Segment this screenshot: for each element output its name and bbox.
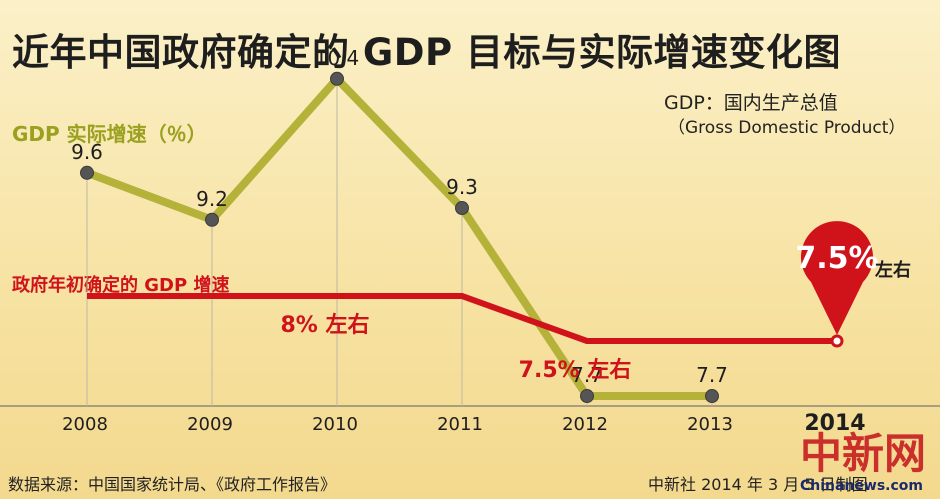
- x-tick-2012: 2012: [562, 414, 608, 435]
- value-label-2010: 10.4: [315, 46, 360, 70]
- point-actual-2010: [330, 71, 344, 86]
- value-label-2012: 7.7: [571, 363, 603, 387]
- series-label-actual: GDP 实际增速（％）: [12, 122, 207, 146]
- point-actual-2013: [705, 389, 719, 404]
- x-tick-2014: 2014: [804, 411, 865, 436]
- x-tick-2009: 2009: [187, 414, 233, 435]
- x-tick-2013: 2013: [687, 414, 733, 435]
- data-source: 数据来源：中国国家统计局、《政府工作报告》: [8, 475, 337, 494]
- value-label-2011: 9.3: [446, 175, 478, 199]
- watermark-logo: 中新网: [800, 429, 927, 478]
- chart-title: 近年中国政府确定的 GDP 目标与实际增速变化图: [12, 31, 841, 74]
- point-actual-2012: [580, 389, 594, 404]
- point-actual-2009: [205, 212, 219, 227]
- series-line-target: [87, 293, 837, 344]
- series-line-actual: [85, 74, 712, 401]
- target-annotation-1: 7.5% 左右: [519, 357, 632, 383]
- watermark-url: Chinanews.com: [800, 478, 924, 494]
- point-actual-2008: [80, 165, 94, 180]
- pin-anchor-point: [830, 334, 844, 348]
- gdp-definition-english: （Gross Domestic Product）: [668, 118, 906, 138]
- value-label-2013: 7.7: [696, 363, 728, 387]
- series-label-target: 政府年初确定的 GDP 增速: [12, 275, 230, 296]
- x-tick-2011: 2011: [437, 414, 483, 435]
- value-label-2008: 9.6: [71, 140, 103, 164]
- x-tick-2008: 2008: [62, 414, 108, 435]
- x-tick-2010: 2010: [312, 414, 358, 435]
- pin-value-label: 7.5%: [795, 241, 878, 276]
- gdp-definition: GDP：国内生产总值: [664, 92, 838, 114]
- target-annotation-0: 8% 左右: [280, 312, 369, 338]
- point-actual-2011: [455, 201, 469, 216]
- pin-suffix-label: 左右: [875, 259, 911, 281]
- pin-marker-icon: [801, 221, 873, 335]
- credit-line: 中新社 2014 年 3 月 5 日制图: [648, 475, 868, 494]
- value-label-2009: 9.2: [196, 187, 228, 211]
